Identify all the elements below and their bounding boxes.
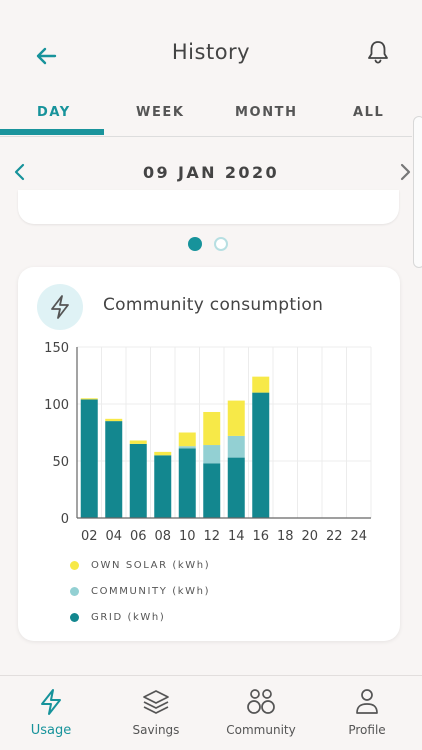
date-navigator: 09 JAN 2020	[0, 155, 422, 191]
x-tick-label: 14	[228, 529, 245, 544]
bar-segment	[129, 443, 147, 518]
legend-swatch	[70, 560, 79, 570]
bar-segment	[203, 411, 221, 446]
card-icon-circle	[37, 284, 83, 330]
x-tick-label: 18	[277, 529, 294, 544]
legend-label: COMMUNITY (kWh)	[91, 585, 211, 597]
tab-week[interactable]: WEEK	[136, 105, 185, 120]
bar-segment	[252, 376, 270, 393]
back-button[interactable]	[30, 40, 62, 72]
previous-card	[18, 190, 399, 224]
x-tick-label: 04	[105, 529, 122, 544]
y-tick-label: 100	[44, 398, 69, 413]
y-tick-label: 150	[44, 341, 69, 356]
y-tick-label: 0	[61, 512, 69, 527]
pager-dot-1[interactable]	[188, 237, 202, 251]
community-icon	[247, 689, 275, 714]
previous-date-button[interactable]	[12, 161, 32, 185]
page-title: History	[171, 40, 251, 64]
x-tick-label: 20	[301, 529, 318, 544]
bar-segment	[203, 463, 221, 518]
notifications-button[interactable]	[362, 36, 394, 68]
lightning-icon	[51, 295, 69, 319]
bar-segment	[105, 418, 123, 422]
bar-segment	[80, 399, 98, 518]
x-tick-label: 16	[252, 529, 269, 544]
tab-all[interactable]: ALL	[353, 105, 385, 120]
legend-label: GRID (kWh)	[91, 611, 166, 623]
nav-community[interactable]: Community	[211, 676, 311, 750]
carousel-pager	[188, 237, 228, 251]
legend-item-grid: GRID (kWh)	[70, 604, 210, 630]
x-tick-label: 02	[81, 529, 98, 544]
bar-segment	[252, 392, 270, 518]
chevron-left-icon	[14, 163, 25, 181]
bar-segment	[227, 435, 245, 458]
legend-item-community: COMMUNITY (kWh)	[70, 578, 210, 604]
x-tick-label: 06	[130, 529, 147, 544]
nav-label: Community	[226, 723, 296, 737]
current-date: 09 JAN 2020	[142, 163, 280, 182]
x-tick-label: 22	[326, 529, 343, 544]
bell-icon	[368, 41, 388, 64]
bar-segment	[154, 451, 172, 456]
x-tick-label: 08	[154, 529, 171, 544]
bottom-nav: Usage Savings Community	[0, 675, 422, 750]
x-tick-label: 10	[179, 529, 196, 544]
bar-segment	[105, 421, 123, 518]
pager-dot-2[interactable]	[214, 237, 228, 251]
bar-segment	[178, 446, 196, 449]
person-icon	[356, 689, 378, 714]
card-title: Community consumption	[103, 295, 324, 315]
lightning-icon	[41, 689, 61, 715]
chevron-right-icon	[400, 163, 411, 181]
bar-segment	[203, 445, 221, 464]
tab-day[interactable]: DAY	[37, 105, 71, 120]
scroll-handle[interactable]	[413, 116, 422, 268]
nav-profile[interactable]: Profile	[317, 676, 417, 750]
stacked-bar-chart: 0 50 100 150 02 04 06 08 10 12 14 16 18 20 22 24	[44, 341, 372, 544]
y-tick-label: 50	[52, 455, 69, 470]
x-tick-label: 12	[203, 529, 220, 544]
legend-swatch	[70, 586, 79, 596]
legend-label: OWN SOLAR (kWh)	[91, 559, 211, 571]
nav-label: Savings	[132, 723, 180, 737]
tab-month[interactable]: MONTH	[235, 105, 298, 120]
bar-segment	[154, 455, 172, 518]
next-date-button[interactable]	[398, 161, 418, 185]
bar-segment	[178, 448, 196, 518]
legend-swatch	[70, 612, 79, 622]
bar-segment	[178, 432, 196, 447]
legend-item-own-solar: OWN SOLAR (kWh)	[70, 552, 210, 578]
nav-usage[interactable]: Usage	[1, 676, 101, 750]
arrow-left-icon	[36, 47, 57, 65]
community-consumption-card: Community consumption 0 50 100 150 02 04 06 08 1…	[18, 267, 400, 641]
layers-icon	[143, 690, 169, 714]
x-tick-label: 24	[350, 529, 367, 544]
bar-segment	[227, 400, 245, 436]
nav-label: Usage	[30, 723, 72, 738]
nav-label: Profile	[348, 723, 386, 737]
bar-segment	[80, 398, 98, 400]
period-tabs: DAY WEEK MONTH ALL	[0, 100, 412, 137]
chart-legend: OWN SOLAR (kWh) COMMUNITY (kWh) GRID (kW…	[70, 552, 210, 630]
nav-savings[interactable]: Savings	[106, 676, 206, 750]
active-tab-indicator	[0, 129, 104, 135]
bar-segment	[227, 457, 245, 518]
app-header: History	[0, 0, 422, 100]
bar-segment	[129, 440, 147, 444]
